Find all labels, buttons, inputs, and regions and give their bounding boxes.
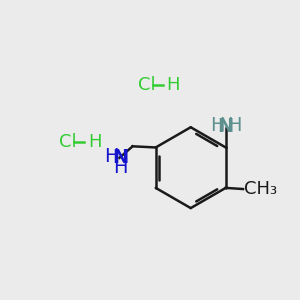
Text: N: N (218, 117, 234, 136)
Text: H: H (167, 76, 180, 94)
Text: H: H (227, 116, 242, 135)
Text: CH₃: CH₃ (244, 180, 277, 198)
Text: N: N (112, 148, 128, 167)
Text: Cl: Cl (138, 76, 155, 94)
Text: H: H (105, 147, 119, 166)
Text: H: H (113, 158, 127, 177)
Text: Cl: Cl (59, 133, 77, 151)
Text: H: H (88, 133, 101, 151)
Text: H: H (210, 116, 224, 135)
